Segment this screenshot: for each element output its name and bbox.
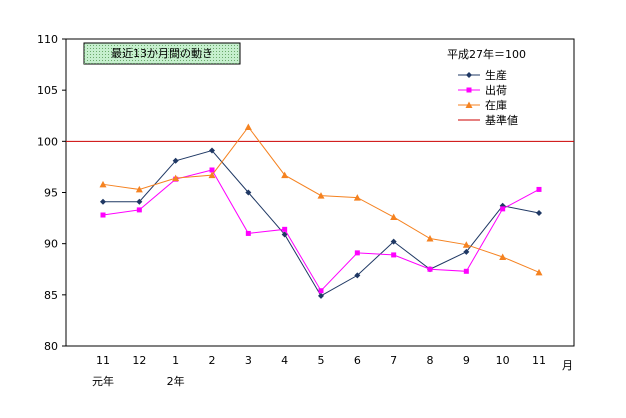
x-tick-label: 3 [245, 354, 252, 367]
data-point [172, 174, 180, 182]
legend-label: 在庫 [485, 98, 507, 112]
data-point [462, 241, 470, 248]
y-tick-label: 90 [44, 238, 58, 251]
legend-marker [466, 72, 472, 78]
data-point [354, 272, 361, 279]
x-tick-label: 11 [532, 354, 546, 367]
y-tick-label: 105 [37, 84, 58, 97]
data-point [427, 266, 433, 272]
data-point [209, 147, 215, 154]
data-point [99, 180, 107, 188]
data-point [390, 213, 398, 221]
data-point [500, 206, 506, 212]
x-axis-unit: 月 [562, 359, 573, 372]
data-point [536, 186, 542, 192]
y-tick-label: 110 [37, 33, 58, 46]
data-point [318, 292, 324, 299]
data-point [318, 288, 324, 294]
series-在庫 [99, 123, 543, 276]
base-year-note: 平成27年＝100 [447, 47, 526, 61]
data-point [463, 248, 470, 255]
data-point [135, 185, 143, 193]
data-point [244, 123, 252, 131]
data-point [136, 198, 143, 205]
legend-label: 基準値 [485, 113, 518, 127]
y-tick-label: 100 [37, 135, 58, 148]
y-tick-label: 95 [44, 187, 58, 200]
data-point [281, 171, 289, 179]
data-point [100, 198, 106, 205]
data-point [391, 252, 397, 258]
x-tick-label: 6 [354, 354, 361, 367]
x-tick-label: 4 [281, 354, 288, 367]
legend-marker [465, 101, 473, 108]
chart-title-box: 最近13か月間の動き [83, 42, 241, 65]
data-point [281, 231, 288, 238]
data-point [282, 226, 288, 232]
data-point [353, 194, 361, 201]
x-year-label: 2年 [167, 374, 185, 388]
data-point [499, 253, 507, 260]
data-point [426, 235, 434, 242]
y-tick-label: 80 [44, 340, 58, 353]
data-point [209, 167, 215, 173]
x-tick-label: 12 [132, 354, 146, 367]
chart-title: 最近13か月間の動き [111, 46, 213, 60]
legend-marker [466, 87, 472, 93]
data-point [100, 212, 106, 218]
x-tick-label: 1 [172, 354, 179, 367]
x-tick-label: 7 [390, 354, 397, 367]
data-point [245, 230, 251, 236]
data-point [536, 209, 542, 216]
data-point [390, 238, 397, 245]
x-tick-label: 10 [496, 354, 510, 367]
data-point [317, 192, 325, 199]
legend-label: 出荷 [485, 83, 507, 97]
x-tick-label: 5 [318, 354, 325, 367]
data-point [172, 157, 179, 164]
x-tick-label: 8 [427, 354, 434, 367]
data-point [136, 207, 142, 213]
data-point [245, 189, 252, 196]
legend-label: 生産 [485, 68, 507, 82]
x-tick-label: 9 [463, 354, 470, 367]
x-tick-label: 2 [209, 354, 216, 367]
data-point [463, 268, 469, 274]
data-point [535, 268, 543, 276]
data-point [354, 250, 360, 256]
x-year-label: 元年 [92, 374, 114, 388]
y-tick-label: 85 [44, 289, 58, 302]
data-point [208, 171, 216, 179]
x-tick-label: 11 [96, 354, 110, 367]
